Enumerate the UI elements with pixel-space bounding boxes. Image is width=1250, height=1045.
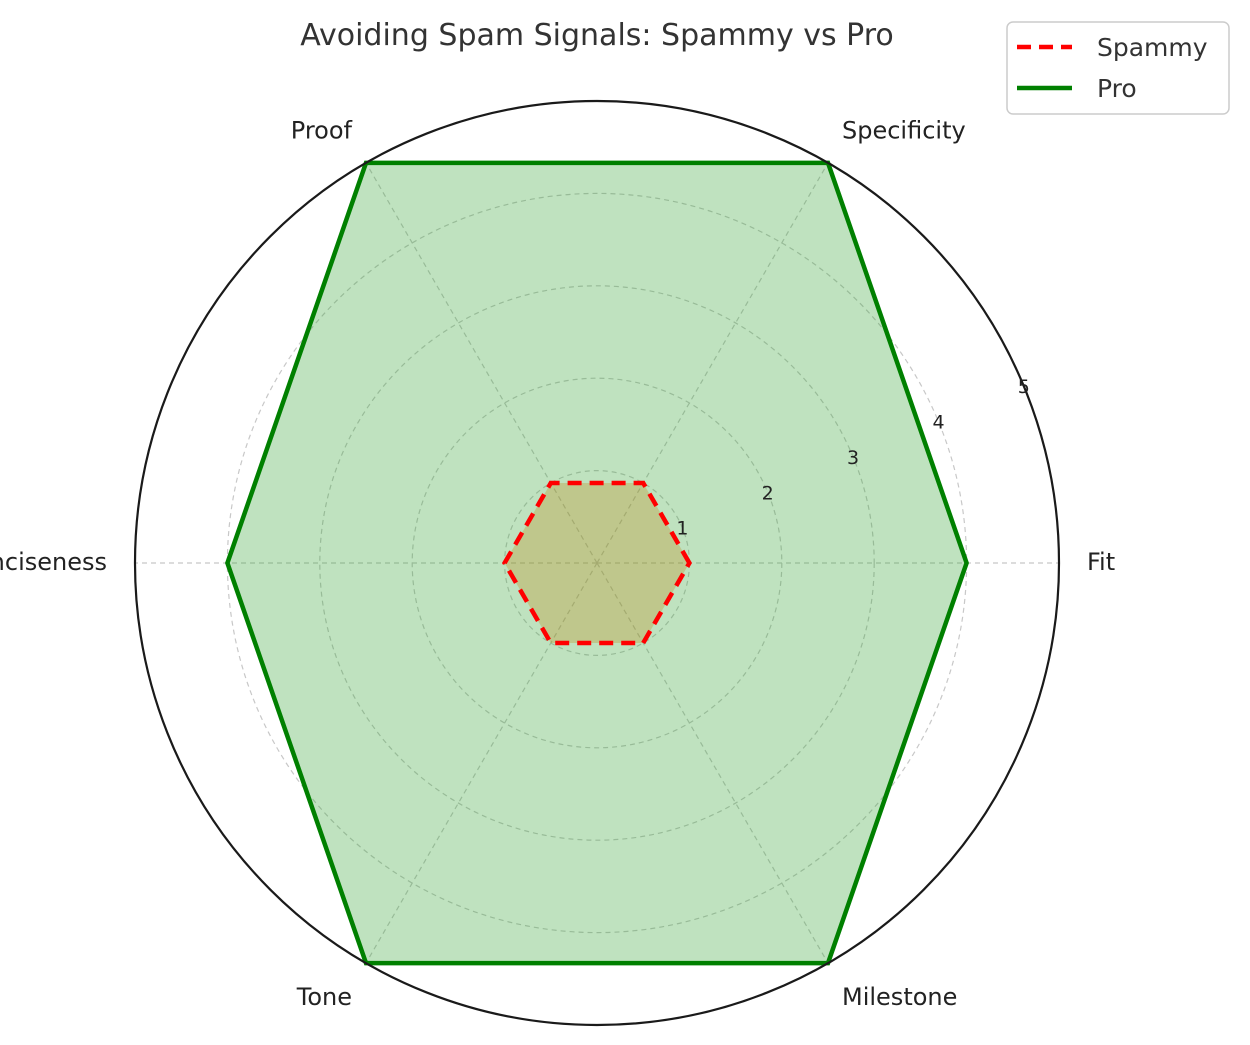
series-fill-pro bbox=[227, 162, 967, 964]
series-fill-spammy bbox=[504, 482, 690, 644]
polar-grid bbox=[135, 162, 1059, 964]
r-tick-label: 1 bbox=[676, 518, 688, 540]
legend-label-pro: Pro bbox=[1097, 74, 1137, 103]
grid-spoke bbox=[596, 562, 829, 964]
r-tick-label: 4 bbox=[932, 412, 944, 434]
series-line-spammy bbox=[502, 480, 692, 646]
axis-label-milestone: Milestone bbox=[842, 983, 957, 1011]
axis-label-tone: Tone bbox=[296, 983, 352, 1011]
legend: Spammy Pro bbox=[1006, 21, 1230, 115]
axis-label-proof: Proof bbox=[291, 117, 353, 145]
series-layer bbox=[133, 99, 1061, 1027]
r-tick-label: 2 bbox=[762, 482, 774, 504]
axis-label-specificity: Specificity bbox=[842, 117, 966, 145]
legend-label-spammy: Spammy bbox=[1097, 33, 1208, 62]
axis-label-fit: Fit bbox=[1087, 548, 1115, 576]
r-tick-label: 5 bbox=[1018, 376, 1030, 398]
outer-boundary bbox=[133, 99, 1061, 1027]
axis-labels: 1 2 3 4 5 Fit Specificity Proof Conciseness Tone M… bbox=[0, 117, 1115, 1011]
chart-title: Avoiding Spam Signals: Spammy vs Pro bbox=[300, 18, 894, 53]
grid-spoke bbox=[365, 562, 598, 964]
axis-label-conciseness: Conciseness bbox=[0, 548, 107, 576]
grid-spoke bbox=[596, 162, 829, 564]
grid-ring bbox=[319, 285, 875, 841]
r-tick-label: 3 bbox=[847, 447, 859, 469]
grid-spoke bbox=[365, 162, 598, 564]
